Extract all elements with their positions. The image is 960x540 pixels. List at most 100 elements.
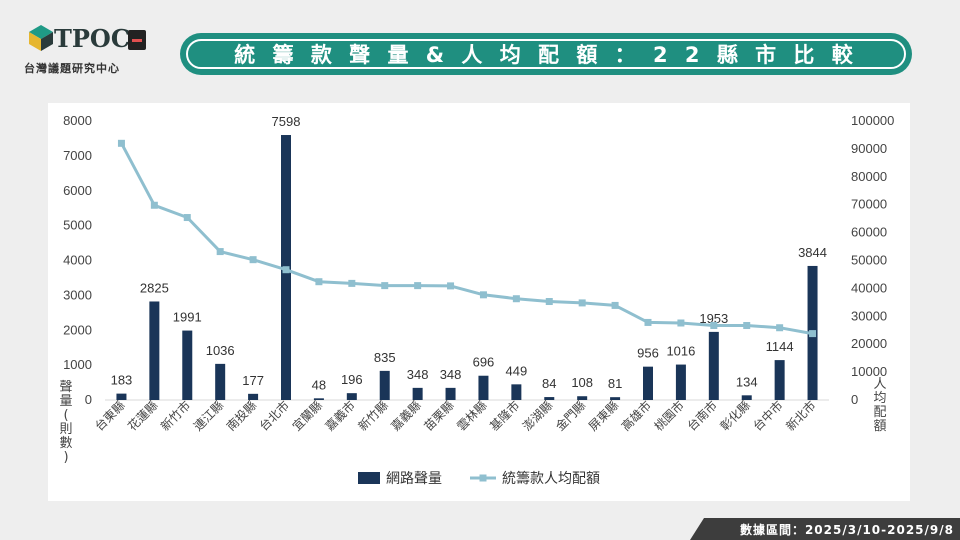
page-title: 統 籌 款 聲 量 & 人 均 配 額 ： 2 2 縣 市 比 較: [234, 43, 858, 67]
y-left-tick-label: 2000: [63, 322, 92, 337]
category-label: 彰化縣: [717, 398, 753, 434]
line-marker: [710, 322, 718, 330]
line-marker: [183, 214, 191, 222]
line-marker: [578, 299, 586, 307]
line-marker: [479, 291, 487, 299]
y-right-tick-label: 100000: [851, 113, 894, 128]
bar-data-label: 835: [374, 350, 396, 365]
y-left-tick-label: 5000: [63, 218, 92, 233]
y-left-tick-label: 8000: [63, 113, 92, 128]
bar: [346, 393, 357, 400]
y-left-tick-label: 6000: [63, 183, 92, 198]
y-right-tick-label: 10000: [851, 364, 887, 379]
line-marker: [545, 298, 553, 306]
category-label: 澎湖縣: [519, 398, 555, 434]
bar-data-label: 1991: [173, 310, 202, 325]
line-marker: [677, 319, 685, 327]
category-label: 嘉義縣: [388, 398, 424, 434]
category-label: 新竹市: [157, 398, 193, 434]
category-label: 桃園市: [651, 398, 687, 434]
bar-data-label: 449: [506, 363, 528, 378]
category-label: 新北市: [783, 398, 819, 434]
line-marker: [117, 139, 125, 147]
bar: [741, 395, 752, 400]
bar: [675, 364, 686, 400]
bar: [445, 387, 456, 400]
category-label: 嘉義市: [322, 398, 358, 434]
line-marker: [348, 279, 356, 287]
bar: [610, 397, 621, 400]
bar: [412, 387, 423, 400]
line-marker: [809, 330, 817, 338]
y-left-axis-title: 聲量(則數): [59, 379, 72, 465]
y-right-tick-label: 60000: [851, 225, 887, 240]
y-left-tick-label: 4000: [63, 253, 92, 268]
bar-data-label: 134: [736, 374, 758, 389]
title-banner: 統 籌 款 聲 量 & 人 均 配 額 ： 2 2 縣 市 比 較: [182, 35, 910, 73]
bar-data-label: 696: [473, 355, 495, 370]
bar: [774, 360, 785, 400]
bar: [379, 370, 390, 400]
title-banner-border: [186, 39, 906, 69]
y-right-axis-title: 人均配額: [873, 377, 886, 434]
legend-line-marker: [479, 474, 487, 482]
bar-data-label: 7598: [272, 114, 301, 129]
bar: [643, 366, 653, 400]
category-label: 南投縣: [223, 398, 259, 434]
y-right-tick-label: 70000: [851, 197, 887, 212]
category-label: 屏東縣: [586, 398, 621, 433]
y-left-tick-label: 7000: [63, 148, 92, 163]
line-marker: [512, 295, 520, 303]
line-marker: [743, 322, 751, 330]
date-range-text: 數據區間：2025/3/10-2025/9/8: [739, 522, 954, 537]
logo-mark-icon: [29, 25, 53, 51]
y-right-tick-label: 0: [851, 392, 858, 407]
y-left-tick-label: 3000: [63, 287, 92, 302]
bar: [544, 397, 555, 400]
y-left-tick-label: 0: [85, 392, 92, 407]
category-label: 苗栗縣: [421, 398, 456, 433]
bar-data-label: 1144: [766, 339, 794, 354]
logo-subtitle: 台灣議題研究中心: [24, 62, 120, 75]
category-label: 基隆市: [486, 398, 522, 434]
bar-data-label: 177: [242, 373, 264, 388]
logo-text: TPOC: [54, 24, 130, 53]
bar: [215, 363, 226, 400]
category-label: 金門縣: [552, 398, 588, 434]
combo-chart: 0100020003000400050006000700080000100002…: [59, 113, 894, 487]
category-label: 花蓮縣: [124, 398, 160, 434]
line-marker: [216, 248, 224, 256]
bar: [708, 331, 719, 400]
bar: [248, 393, 259, 400]
bar-data-label: 1016: [666, 344, 695, 359]
bar-data-label: 1953: [699, 311, 728, 326]
category-label: 台中市: [750, 398, 786, 434]
category-label: 宜蘭縣: [289, 398, 325, 434]
y-right-tick-label: 80000: [851, 169, 887, 184]
legend-bar-swatch: [358, 472, 380, 484]
line-marker: [644, 318, 652, 326]
line-marker: [447, 282, 455, 290]
category-label: 雲林縣: [454, 398, 489, 433]
line-marker: [315, 278, 323, 286]
category-label: 台北市: [256, 398, 292, 434]
bar: [313, 398, 324, 400]
bar: [182, 330, 193, 400]
y-right-tick-label: 40000: [851, 280, 887, 295]
bar-data-label: 2825: [140, 280, 169, 295]
bar-data-label: 108: [571, 375, 593, 390]
bar-data-label: 1036: [206, 343, 235, 358]
line-marker: [249, 256, 257, 264]
bar-data-label: 48: [312, 377, 326, 392]
y-right-tick-label: 30000: [851, 308, 887, 323]
bar: [478, 375, 489, 400]
bar-data-label: 348: [407, 367, 429, 382]
bar: [149, 301, 160, 400]
line-marker: [150, 201, 158, 209]
line-marker: [611, 301, 619, 309]
bar-data-label: 3844: [798, 245, 827, 260]
legend-bar-label: 網路聲量: [386, 470, 442, 487]
bar-data-label: 183: [111, 373, 133, 388]
y-right-tick-label: 90000: [851, 141, 887, 156]
tpoc-logo: TPOC 台灣議題研究中心: [24, 18, 154, 80]
